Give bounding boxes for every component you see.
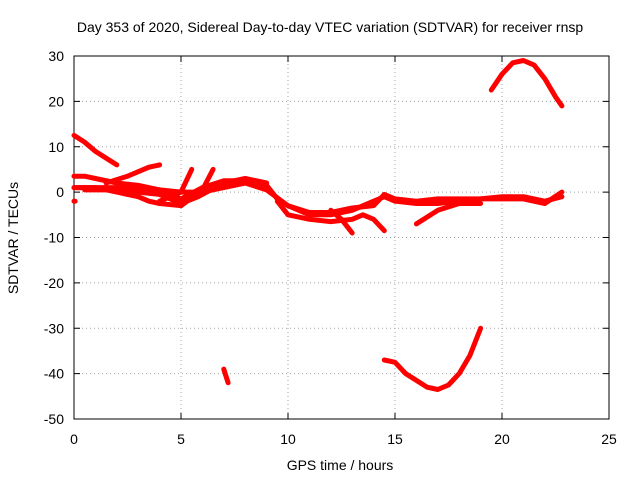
x-tick-label: 20 bbox=[494, 431, 510, 447]
series-arc-11 bbox=[413, 201, 484, 227]
y-tick-label: 30 bbox=[48, 48, 64, 64]
y-axis-label: SDTVAR / TECUs bbox=[5, 182, 21, 294]
x-axis-label: GPS time / hours bbox=[287, 457, 394, 473]
y-tick-label: 0 bbox=[56, 184, 64, 200]
y-tick-label: 10 bbox=[48, 139, 64, 155]
series-arc-14 bbox=[381, 325, 484, 392]
y-tick-label: -40 bbox=[44, 366, 64, 382]
x-tick-label: 25 bbox=[601, 431, 617, 447]
x-tick-label: 15 bbox=[387, 431, 403, 447]
series-arc-6 bbox=[103, 162, 163, 186]
x-tick-label: 5 bbox=[177, 431, 185, 447]
series-group bbox=[71, 58, 565, 392]
x-tick-label: 0 bbox=[70, 431, 78, 447]
grid bbox=[74, 56, 609, 419]
y-tick-label: -20 bbox=[44, 275, 64, 291]
y-tick-label: 20 bbox=[48, 93, 64, 109]
y-tick-label: -30 bbox=[44, 320, 64, 336]
series-arc-15 bbox=[488, 58, 565, 109]
y-tick-label: -10 bbox=[44, 230, 64, 246]
series-arc-13 bbox=[221, 366, 231, 386]
series-arc-10 bbox=[328, 207, 355, 236]
series-arc-1 bbox=[71, 132, 120, 168]
y-tick-label: -50 bbox=[44, 411, 64, 427]
x-tick-label: 10 bbox=[280, 431, 296, 447]
chart-title: Day 353 of 2020, Sidereal Day-to-day VTE… bbox=[77, 19, 583, 35]
axis-ticks: 0 5 10 15 20 25 -50 -40 -30 -20 -10 0 10 20 30 bbox=[44, 48, 617, 447]
series-arc-7 bbox=[157, 166, 195, 204]
series-arc-8 bbox=[178, 166, 216, 209]
